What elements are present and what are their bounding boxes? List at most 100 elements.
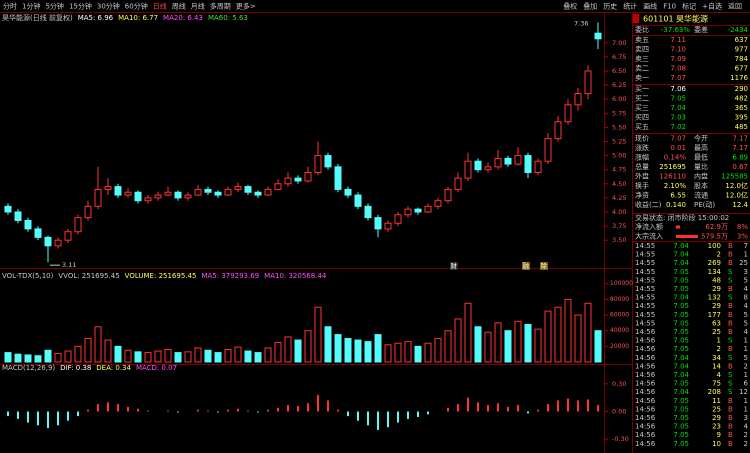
ask-price: 7.07 bbox=[670, 74, 686, 82]
bid-level: 买二 bbox=[635, 95, 649, 103]
tick-side: S bbox=[728, 388, 733, 396]
candle-body bbox=[494, 157, 502, 168]
bid-volume: 395 bbox=[735, 114, 748, 122]
tick-count: 7 bbox=[744, 242, 748, 250]
tick-price: 7.05 bbox=[673, 405, 689, 413]
period-tab[interactable]: 周线 bbox=[172, 2, 186, 11]
tick-side: S bbox=[728, 337, 733, 345]
volume-bar bbox=[204, 349, 212, 363]
stat-value: 6.89 bbox=[732, 154, 748, 162]
volume-header: MA10: 320568.44 bbox=[264, 272, 327, 280]
tick-volume: 132 bbox=[708, 294, 721, 302]
stat-label: 股本 bbox=[694, 181, 708, 190]
period-tab[interactable]: 更多> bbox=[236, 2, 256, 11]
period-tab[interactable]: 60分钟 bbox=[125, 2, 148, 11]
tick-count: 8 bbox=[744, 294, 748, 302]
candle-body bbox=[234, 186, 242, 190]
period-tab[interactable]: 30分钟 bbox=[97, 2, 120, 11]
toolbar-action[interactable]: +自选 bbox=[702, 2, 722, 11]
candle-body bbox=[74, 217, 82, 233]
candle-body bbox=[514, 155, 522, 165]
tick-side: B bbox=[728, 431, 733, 439]
bid-price: 7.06 bbox=[670, 85, 686, 93]
ask-price: 7.08 bbox=[670, 65, 686, 73]
tick-price: 7.05 bbox=[673, 285, 689, 293]
flow-bar bbox=[676, 235, 698, 238]
tick-price: 7.05 bbox=[673, 345, 689, 353]
tick-count: 5 bbox=[744, 354, 748, 362]
tick-time: 14:55 bbox=[635, 319, 655, 327]
period-tab[interactable]: 日线 bbox=[153, 2, 167, 11]
volume-bar bbox=[184, 351, 192, 363]
tick-volume: 14 bbox=[712, 362, 721, 370]
period-tab[interactable]: 1分钟 bbox=[22, 2, 40, 11]
tick-volume: 4 bbox=[717, 371, 722, 379]
tick-volume: 208 bbox=[708, 388, 721, 396]
toolbar-action[interactable]: 历史 bbox=[603, 2, 617, 11]
volume-bar bbox=[134, 351, 142, 363]
stock-name: 昊华能源 bbox=[676, 14, 708, 24]
volume-bar bbox=[54, 352, 62, 363]
candle-body bbox=[404, 208, 412, 216]
candle-body bbox=[534, 160, 542, 173]
event-marker-box bbox=[450, 262, 458, 270]
tick-side: B bbox=[728, 319, 733, 327]
volume-bar bbox=[484, 331, 492, 363]
candle-body bbox=[64, 231, 72, 241]
volume-bar bbox=[414, 345, 422, 363]
period-tab[interactable]: 多周期 bbox=[210, 2, 231, 11]
volume-bar bbox=[534, 328, 542, 363]
candle-body bbox=[54, 239, 62, 247]
ask-level: 卖二 bbox=[635, 65, 649, 73]
toolbar-action[interactable]: 统计 bbox=[623, 2, 637, 11]
tick-price: 7.04 bbox=[673, 371, 689, 379]
toolbar-action[interactable]: 叠加 bbox=[583, 2, 597, 11]
volume-bar bbox=[504, 330, 512, 363]
stat-label: 涨幅 bbox=[635, 153, 649, 162]
tick-time: 14:55 bbox=[635, 285, 655, 293]
period-tab[interactable]: 月线 bbox=[191, 2, 205, 11]
candle-body bbox=[474, 160, 482, 171]
flow-value: 62.9万 bbox=[705, 223, 728, 231]
tick-price: 7.04 bbox=[673, 251, 689, 259]
tick-time: 14:55 bbox=[635, 294, 655, 302]
stat-label: 最高 bbox=[694, 143, 708, 152]
tick-volume: 177 bbox=[708, 311, 721, 319]
flow-label: 净流入额 bbox=[635, 222, 663, 231]
event-marker-box bbox=[522, 262, 530, 270]
candle-body bbox=[384, 222, 392, 230]
volume-bar bbox=[474, 326, 482, 363]
y-tick-label: 3.75 bbox=[612, 222, 626, 230]
toolbar-action[interactable]: 画线 bbox=[643, 2, 657, 11]
toolbar-action[interactable]: 标记 bbox=[682, 2, 696, 11]
toolbar-action[interactable]: 返回 bbox=[728, 3, 742, 11]
bid-volume: 482 bbox=[735, 95, 748, 103]
period-tab[interactable]: 分时 bbox=[3, 2, 17, 11]
candle-body bbox=[564, 104, 572, 123]
volume-bar bbox=[434, 338, 442, 363]
toolbar-action[interactable]: 叠权 bbox=[563, 2, 577, 11]
candle-body bbox=[244, 186, 252, 193]
candle-body bbox=[594, 32, 602, 40]
candle-body bbox=[314, 155, 322, 173]
stat-label: 收益(二) bbox=[635, 200, 662, 209]
stat-label: 外盘 bbox=[635, 172, 649, 181]
period-tab[interactable]: 5分钟 bbox=[45, 2, 63, 11]
tick-count: 5 bbox=[744, 276, 748, 284]
candle-body bbox=[44, 236, 52, 247]
candle-body bbox=[484, 166, 492, 171]
tick-volume: 25 bbox=[712, 405, 721, 413]
high-label: 7.36 bbox=[574, 19, 588, 27]
tick-count: 1 bbox=[744, 397, 748, 405]
tick-volume: 2 bbox=[717, 345, 721, 353]
tick-volume: 11 bbox=[712, 397, 721, 405]
tick-time: 14:55 bbox=[635, 268, 655, 276]
tick-count: 25 bbox=[739, 259, 748, 267]
toolbar-action[interactable]: F10 bbox=[663, 3, 676, 11]
tick-time: 14:55 bbox=[635, 311, 655, 319]
period-tab[interactable]: 15分钟 bbox=[69, 2, 92, 11]
tick-volume: 75 bbox=[712, 380, 721, 388]
volume-bar bbox=[464, 302, 472, 363]
volume-bar bbox=[394, 342, 402, 363]
tick-time: 14:56 bbox=[635, 440, 656, 448]
